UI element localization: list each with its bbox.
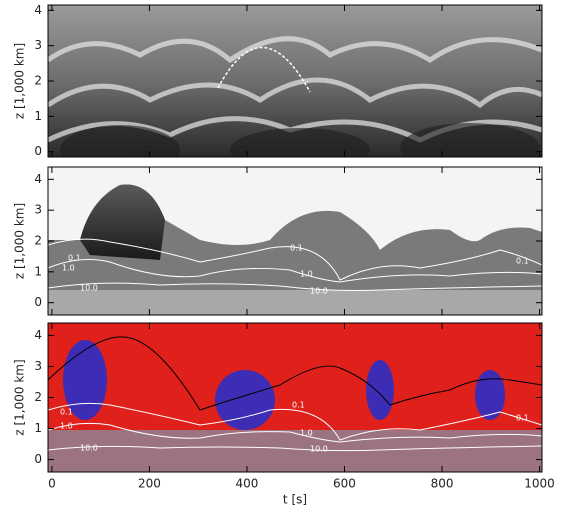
y-tick-label: 4	[34, 328, 42, 342]
contour-label: 0.1	[292, 401, 305, 410]
image-panel-2	[48, 167, 542, 315]
contour-label: 0.1	[516, 414, 529, 423]
y-axis-label: z [1,000 km]	[13, 359, 27, 435]
y-tick-label: 3	[34, 359, 42, 373]
y-axis-label: z [1,000 km]	[13, 203, 27, 279]
y-tick-label: 1	[34, 264, 42, 278]
y-tick-label: 2	[34, 234, 42, 248]
y-tick-label: 0	[34, 144, 42, 158]
y-tick-label: 2	[34, 390, 42, 404]
contour-label: 1.0	[62, 264, 75, 273]
y-tick-label: 0	[34, 452, 42, 466]
x-tick-label: 600	[333, 477, 356, 491]
contour-label: 0.1	[290, 244, 303, 253]
y-tick-label: 2	[34, 74, 42, 88]
y-tick-label: 3	[34, 38, 42, 52]
contour-label: 10.0	[80, 284, 98, 293]
y-tick-label: 4	[34, 172, 42, 186]
x-tick-label: 0	[48, 477, 56, 491]
y-tick-label: 1	[34, 109, 42, 123]
x-axis-label: t [s]	[283, 493, 307, 507]
contour-label: 0.1	[516, 257, 529, 266]
x-tick-label: 1000	[524, 477, 555, 491]
x-tick-label: 200	[138, 477, 161, 491]
image-panel-3	[48, 323, 542, 472]
y-tick-label: 1	[34, 421, 42, 435]
image-panel-1	[48, 5, 542, 157]
contour-label: 1.0	[300, 429, 313, 438]
contour-label: 0.1	[60, 408, 73, 417]
x-tick-label: 800	[431, 477, 454, 491]
x-tick-label: 400	[236, 477, 259, 491]
y-tick-label: 0	[34, 295, 42, 309]
contour-label: 10.0	[80, 444, 98, 453]
contour-label: 0.1	[68, 254, 81, 263]
contour-label: 1.0	[60, 422, 73, 431]
y-tick-label: 3	[34, 203, 42, 217]
contour-label: 10.0	[310, 287, 328, 296]
y-axis-label: z [1,000 km]	[13, 43, 27, 119]
contour-label: 1.0	[300, 270, 313, 279]
contour-label: 10.0	[310, 445, 328, 454]
y-tick-label: 4	[34, 3, 42, 17]
